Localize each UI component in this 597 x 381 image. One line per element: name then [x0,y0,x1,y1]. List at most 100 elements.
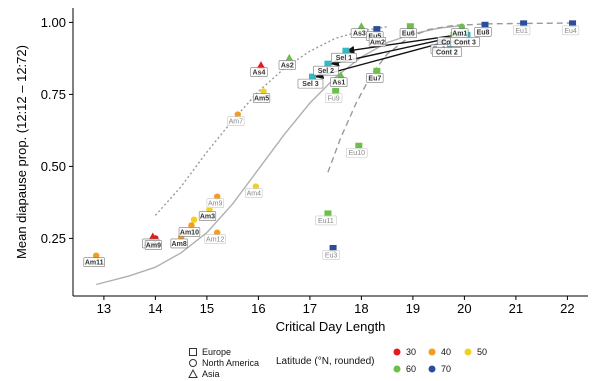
legend-color-dot [393,365,401,373]
legend-region-item: Asia [188,368,220,379]
point-label-group: Eu1 [513,25,531,36]
legend-latitude-item: 60 [393,364,416,374]
legend-latitude-label: 70 [441,364,451,374]
point-label-box [315,215,337,226]
point-label-box [170,238,188,249]
point-label-group: Eu8 [474,26,492,37]
point-label: Sel 3 [302,81,318,88]
point-label-box [368,37,387,47]
x-tick-label: 17 [303,301,317,316]
selection-arrow [345,33,465,55]
data-point [214,193,221,200]
point-label-box [313,65,339,76]
point-label-group: Eu11 [315,215,337,226]
point-label: Eu3 [325,252,338,259]
data-point [332,88,340,96]
x-tick-label: 22 [560,301,574,316]
point-label: As2 [281,62,294,69]
data-point [234,111,241,118]
legend-circle-icon [189,359,197,367]
point-label-group: Am12 [204,234,226,244]
ticks: 13 14 15 16 17 18 19 20 21 22 0.25 0.50 0.75 1.00 [41,15,575,316]
legend-latitude-item: 40 [428,347,451,357]
point-label-box [227,116,245,126]
data-point [256,61,266,70]
point-label: Am2 [370,39,385,46]
data-point [324,60,332,68]
data-point [356,22,366,31]
legend-region-item: North America [189,358,259,368]
legend-latitude-label: 30 [406,347,416,357]
data-point [260,88,267,95]
point-label-group: Eu4 [561,25,580,36]
point-label-box [366,73,384,83]
data-point [252,183,260,190]
fit-curve-dotted [154,26,388,216]
data-point [342,47,350,55]
point-label-box [297,78,324,89]
data-point [190,216,198,223]
x-axis-title: Critical Day Length [276,319,386,334]
y-tick-label: 0.25 [41,231,66,246]
point-label-group: Am9 [206,198,224,208]
x-tick-label: 19 [406,301,420,316]
point-label: Am10 [180,229,199,236]
point-label-group: Am7 [227,116,245,126]
legend-latitude-label: 50 [477,347,487,357]
legend-square-icon [189,348,197,356]
point-label: Am4 [247,191,262,198]
point-label: Am1 [452,31,467,38]
point-label-box [245,188,263,198]
data-point [336,71,346,80]
legend-latitude-title: Latitude (°N, rounded) [276,356,375,367]
point-label-group: Am8 [170,238,188,249]
point-label-group: Cont 3 [450,37,480,47]
legend-latitude-item: 50 [464,347,487,357]
point-label-box [330,77,348,87]
point-label-box [204,234,226,244]
x-tick-label: 18 [354,301,368,316]
point-label: Cont 2 [436,49,458,56]
point-label-box [331,52,357,63]
point-label-group: Fu9 [325,93,343,103]
point-label: Eu4 [564,28,577,35]
data-point [92,252,100,259]
y-tick-label: 0.50 [41,159,66,174]
point-label-box [83,257,105,267]
point-label-group: As4 [250,67,268,77]
data-points [92,20,577,259]
data-point [355,142,363,150]
point-label: Am11 [85,260,104,267]
data-point [214,229,221,236]
legend-color-dot [464,348,472,356]
y-tick-label: 1.00 [41,15,66,30]
point-label-group: Eu6 [399,28,417,39]
legend-latitude-label: 60 [406,364,416,374]
point-label-group: Sel 1 [331,52,357,63]
data-point [373,67,381,75]
legend-region-item: Europe [189,347,231,357]
point-label-box [450,37,480,47]
legend-latitude-item: 30 [393,347,416,357]
point-label: Am9 [208,201,223,208]
point-label-box [346,147,368,158]
point-label-box [474,26,492,37]
data-point [406,23,414,31]
point-label-box [399,28,417,39]
data-point [308,73,316,81]
point-label-group: Am1 [451,28,469,39]
point-label-group: Eu10 [346,147,368,158]
x-tick-label: 14 [148,301,162,316]
x-tick-label: 13 [97,301,111,316]
point-label: Eu11 [318,218,334,225]
point-label: Eu7 [368,75,381,82]
x-tick-label: 16 [251,301,265,316]
legend-region-label: North America [202,358,259,368]
legend-region-label: Europe [202,347,231,357]
legend-triangle-icon [188,368,198,378]
point-label-box [206,198,224,208]
point-label: Cont 3 [454,39,476,46]
